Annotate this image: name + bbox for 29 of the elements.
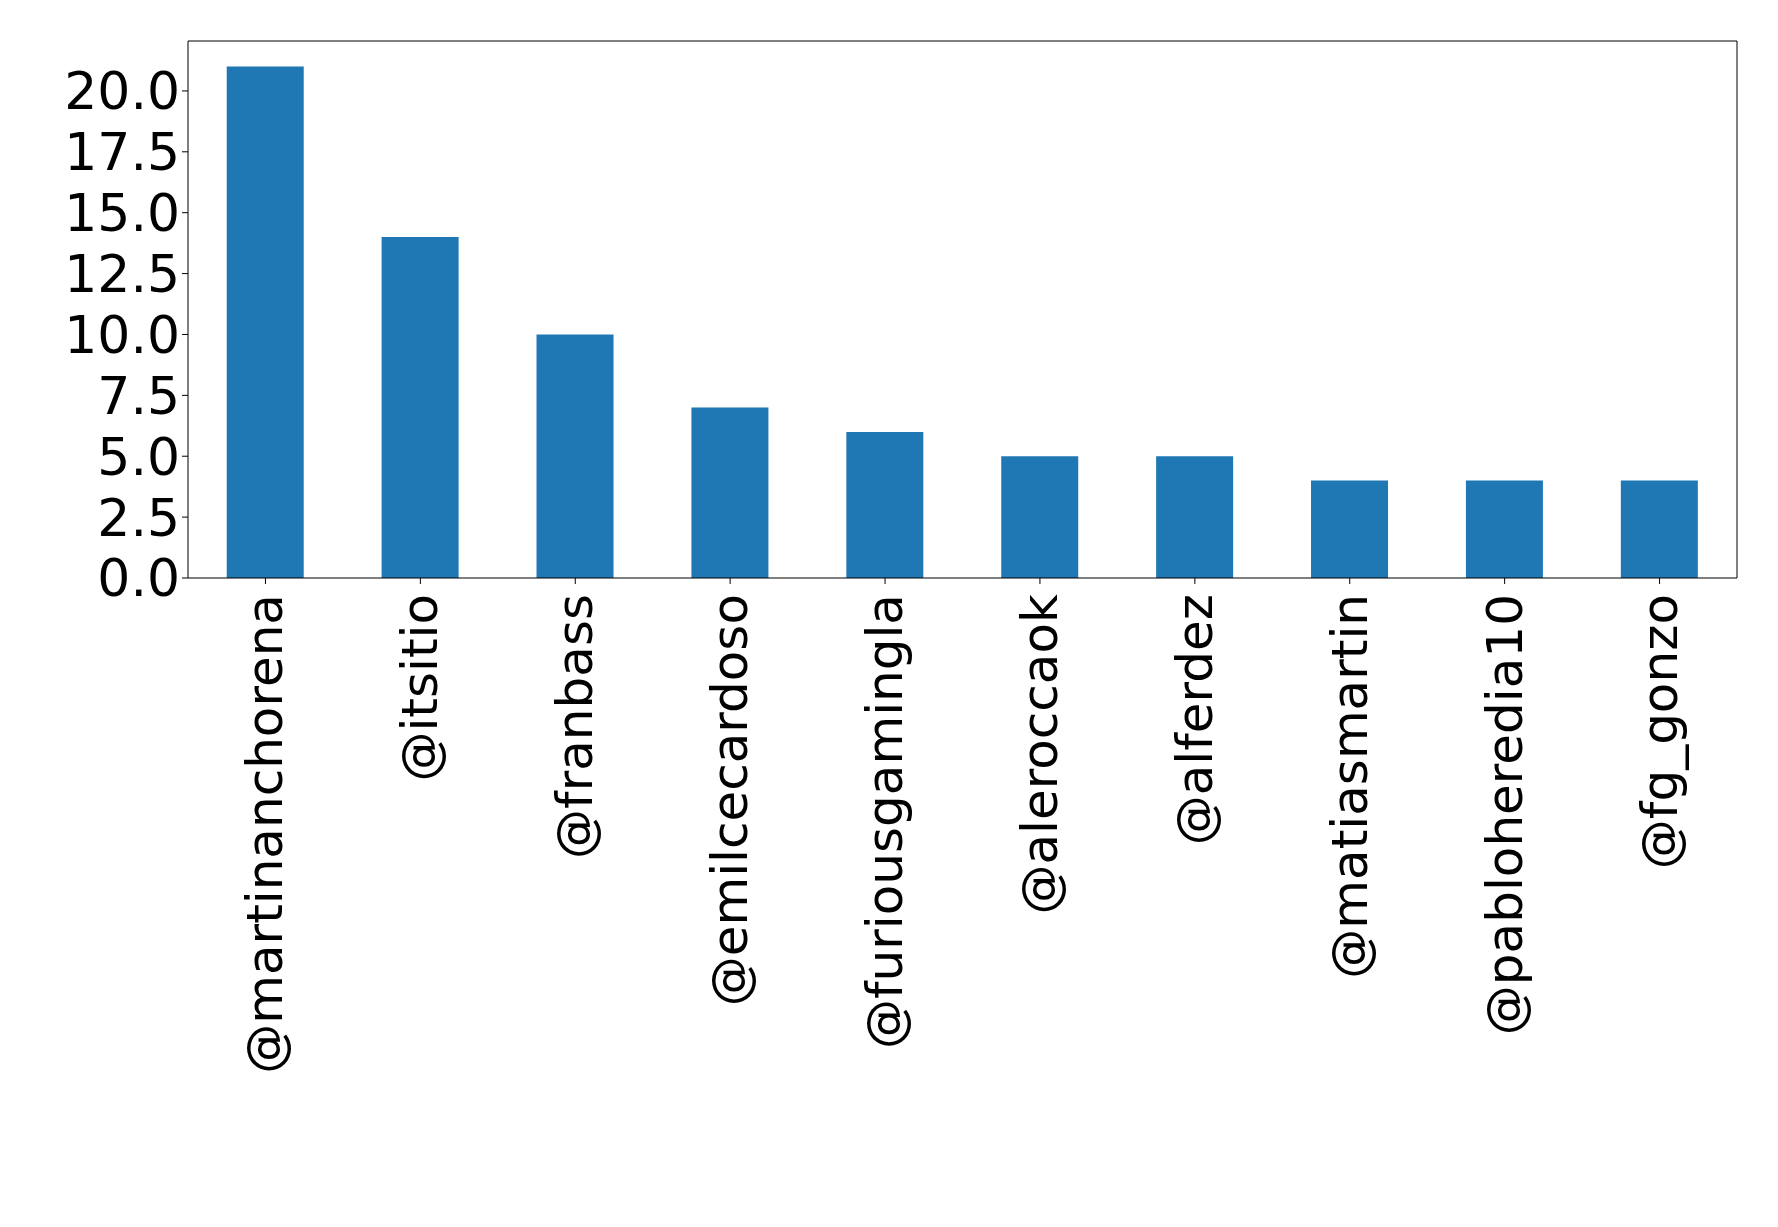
bar <box>1001 456 1079 578</box>
y-tick-label: 17.5 <box>64 122 180 183</box>
x-tick-label: @alferdez <box>1165 594 1224 846</box>
y-tick-label: 15.0 <box>64 183 180 244</box>
bar <box>691 407 769 578</box>
bar <box>536 334 614 578</box>
x-tick-label: @franbass <box>546 594 605 859</box>
y-tick-label: 7.5 <box>97 365 180 426</box>
bar <box>1465 480 1543 578</box>
x-tick-label: @martinanchorena <box>236 594 295 1074</box>
bar <box>1156 456 1234 578</box>
y-tick-label: 10.0 <box>64 304 180 365</box>
bar <box>1311 480 1389 578</box>
x-tick-label: @emilcecardoso <box>701 594 760 1007</box>
bar <box>226 66 304 578</box>
y-tick-label: 20.0 <box>64 61 180 122</box>
y-tick-label: 2.5 <box>97 487 180 548</box>
bar <box>1620 480 1698 578</box>
y-tick-label: 12.5 <box>64 244 180 305</box>
x-tick-label: @pabloheredia10 <box>1475 594 1534 1036</box>
x-tick-label: @aleroccaok <box>1010 593 1069 915</box>
y-tick-label: 5.0 <box>97 426 180 487</box>
y-tick-label: 0.0 <box>97 548 180 609</box>
x-tick-label: @matiasmartin <box>1320 594 1379 979</box>
x-tick-label: @furiousgamingla <box>856 594 915 1050</box>
bar <box>846 431 924 578</box>
x-tick-label: @fg_gonzo <box>1630 594 1689 870</box>
bar <box>381 237 459 578</box>
x-tick-label: @itsitio <box>391 594 450 782</box>
